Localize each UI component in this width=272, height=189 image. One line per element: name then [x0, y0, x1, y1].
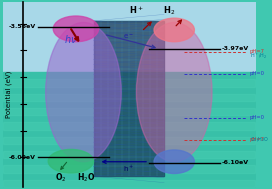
Text: pH=7: pH=7 — [250, 137, 265, 142]
Text: O$_2$/H$_2$O: O$_2$/H$_2$O — [250, 135, 269, 144]
Text: -3.97eV: -3.97eV — [222, 46, 249, 51]
Ellipse shape — [46, 22, 121, 162]
Ellipse shape — [53, 16, 99, 42]
Ellipse shape — [48, 149, 94, 173]
Text: pH=7: pH=7 — [250, 49, 265, 54]
Ellipse shape — [154, 18, 194, 42]
Y-axis label: Potential (eV): Potential (eV) — [5, 71, 12, 118]
Text: H$^+$/H$_2$: H$^+$/H$_2$ — [250, 51, 267, 61]
Text: O$_2$: O$_2$ — [55, 172, 67, 184]
Ellipse shape — [154, 150, 194, 174]
Text: -6.00eV: -6.00eV — [9, 155, 36, 160]
Text: $h\nu$: $h\nu$ — [64, 33, 78, 45]
Bar — [94, 21, 164, 176]
Text: e$^-$: e$^-$ — [123, 33, 134, 41]
Text: h$^+$: h$^+$ — [123, 164, 134, 174]
Text: H$_2$: H$_2$ — [163, 5, 175, 17]
Text: -3.56eV: -3.56eV — [8, 24, 36, 29]
Text: H$^+$: H$^+$ — [129, 5, 144, 16]
Text: H$_2$O: H$_2$O — [77, 172, 95, 184]
Ellipse shape — [137, 22, 212, 162]
Text: pH=0: pH=0 — [250, 115, 265, 120]
Text: pH=0: pH=0 — [250, 71, 265, 76]
Text: -6.10eV: -6.10eV — [222, 160, 249, 165]
